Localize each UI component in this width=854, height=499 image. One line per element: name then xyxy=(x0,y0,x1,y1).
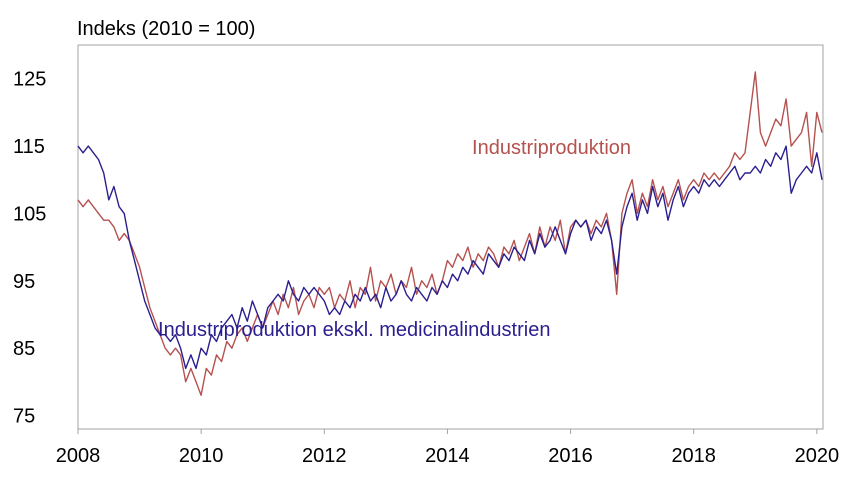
series-line-2 xyxy=(77,145,823,370)
series-lines xyxy=(77,71,823,396)
y-tick-label: 85 xyxy=(13,338,35,360)
x-tick-label: 2016 xyxy=(548,445,593,467)
axis-ticks: 75 85 95 105 115 125 2008 2010 2012 2014 2016 2018 2… xyxy=(13,69,839,467)
x-tick-label: 2020 xyxy=(795,445,840,467)
x-tick-label: 2008 xyxy=(56,445,101,467)
series-labels: Industriproduktion Industriproduktion eks… xyxy=(158,137,631,341)
x-tick-label: 2018 xyxy=(671,445,716,467)
y-axis-title: Indeks (2010 = 100) xyxy=(77,18,256,40)
y-tick-label: 115 xyxy=(13,136,45,158)
series-label-2: Industriproduktion ekskl. medicinalindus… xyxy=(158,319,550,341)
series-line-1 xyxy=(77,71,823,396)
y-tick-label: 105 xyxy=(13,203,46,225)
series-label-1: Industriproduktion xyxy=(472,137,631,159)
x-tick-label: 2012 xyxy=(302,445,347,467)
y-tick-label: 95 xyxy=(13,271,35,293)
x-tick-label: 2010 xyxy=(179,445,224,467)
x-tick-label: 2014 xyxy=(425,445,470,467)
plot-frame xyxy=(77,44,824,430)
y-tick-label: 125 xyxy=(13,69,46,91)
y-tick-label: 75 xyxy=(13,406,35,428)
